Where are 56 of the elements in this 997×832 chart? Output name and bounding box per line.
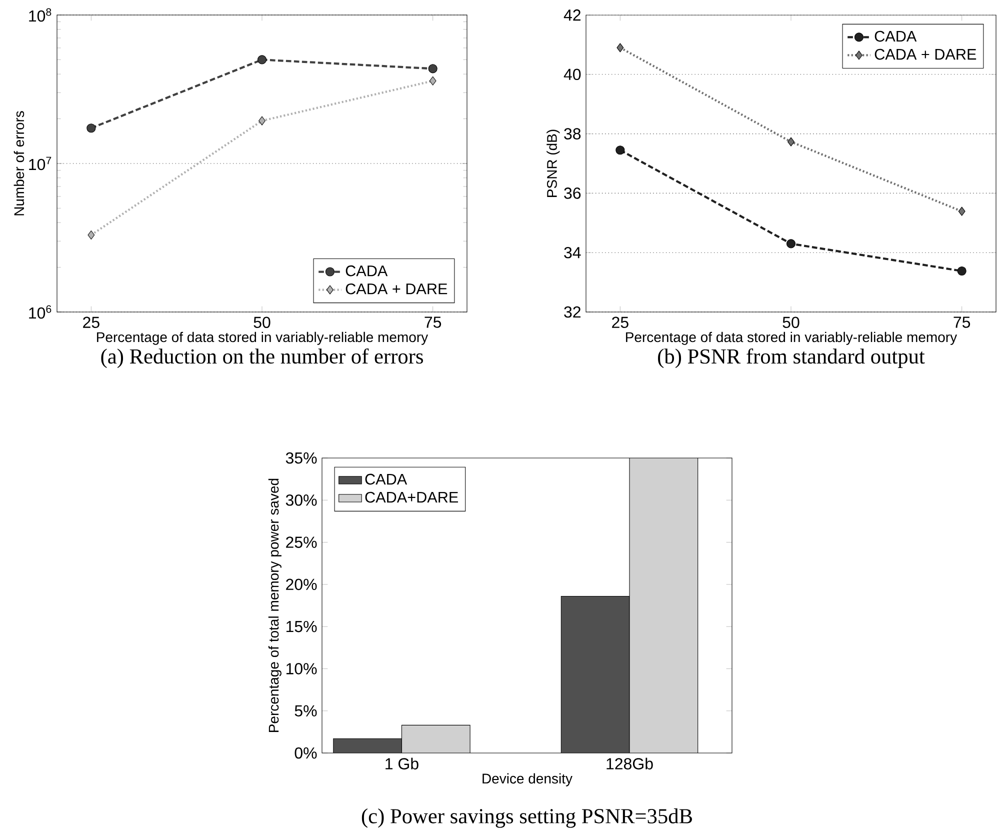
y-tick-label: 42	[564, 9, 580, 21]
y-tick-label: 10$^{7}$	[29, 156, 52, 170]
text: (a) Reduction on the number of errors	[101, 348, 423, 368]
text: (c) Power savings setting PSNR=35dB	[362, 808, 692, 828]
point	[786, 239, 796, 248]
y-axis-title: Number of errors	[14, 111, 24, 216]
y-tick-label: 32	[564, 306, 580, 318]
y-tick-label: 10%	[286, 663, 317, 674]
point	[957, 266, 966, 276]
y-tick-label: 10$^{6}$	[29, 305, 52, 319]
point	[958, 206, 966, 216]
y-tick-label: 35%	[286, 452, 317, 464]
x-axis-title: Percentage of data stored in variably-reliable memory	[626, 332, 958, 345]
point	[616, 146, 625, 155]
y-axis-title: PSNR (dB)	[546, 130, 560, 197]
point	[86, 124, 96, 133]
point	[258, 116, 266, 126]
point	[428, 64, 438, 74]
y-tick-label: 30%	[286, 494, 317, 506]
legend-label: CADA+DARE	[365, 492, 458, 503]
x-tick-label: 50	[782, 316, 800, 328]
y-tick-label: 38	[564, 128, 581, 140]
y-tick-label: 15%	[286, 620, 317, 632]
y-tick-label: 34	[564, 246, 581, 258]
bar	[560, 596, 630, 753]
bar	[333, 738, 402, 753]
x-tick-label: 25	[612, 316, 628, 328]
x-tick-label: 75	[424, 316, 442, 328]
bar	[401, 724, 470, 753]
point	[88, 230, 95, 240]
point	[616, 43, 624, 52]
x-tick-label: 128Gb	[606, 758, 653, 770]
y-tick-label: 10$^{8}$	[29, 8, 52, 22]
legend-label: CADA	[874, 30, 917, 42]
bar	[629, 458, 698, 753]
y-tick-label: 25%	[286, 536, 317, 548]
x-axis-title: Percentage of data stored in variably-reliable memory	[97, 332, 428, 345]
x-tick-label: 25	[83, 316, 100, 328]
point	[429, 76, 436, 86]
legend-label: CADA	[365, 474, 408, 485]
y-tick-label: 36	[564, 188, 581, 199]
text: (b) PSNR from standard output	[658, 348, 925, 368]
legend-label: CADA + DARE	[874, 48, 976, 60]
y-axis-title: Percentage of total memory power saved	[268, 478, 282, 732]
y-tick-label: 20%	[286, 578, 317, 590]
x-tick-label: 50	[254, 316, 270, 328]
legend-label: CADA	[346, 265, 388, 276]
y-tick-label: 0%	[294, 747, 317, 759]
point	[257, 55, 267, 64]
y-tick-label: 40	[564, 68, 581, 80]
y-tick-label: 5%	[294, 705, 317, 716]
point	[788, 137, 794, 146]
legend-label: CADA + DARE	[346, 283, 448, 294]
x-tick-label: 75	[954, 316, 970, 328]
x-axis-title: Device density	[482, 773, 572, 786]
x-tick-label: 1 Gb	[386, 758, 418, 770]
